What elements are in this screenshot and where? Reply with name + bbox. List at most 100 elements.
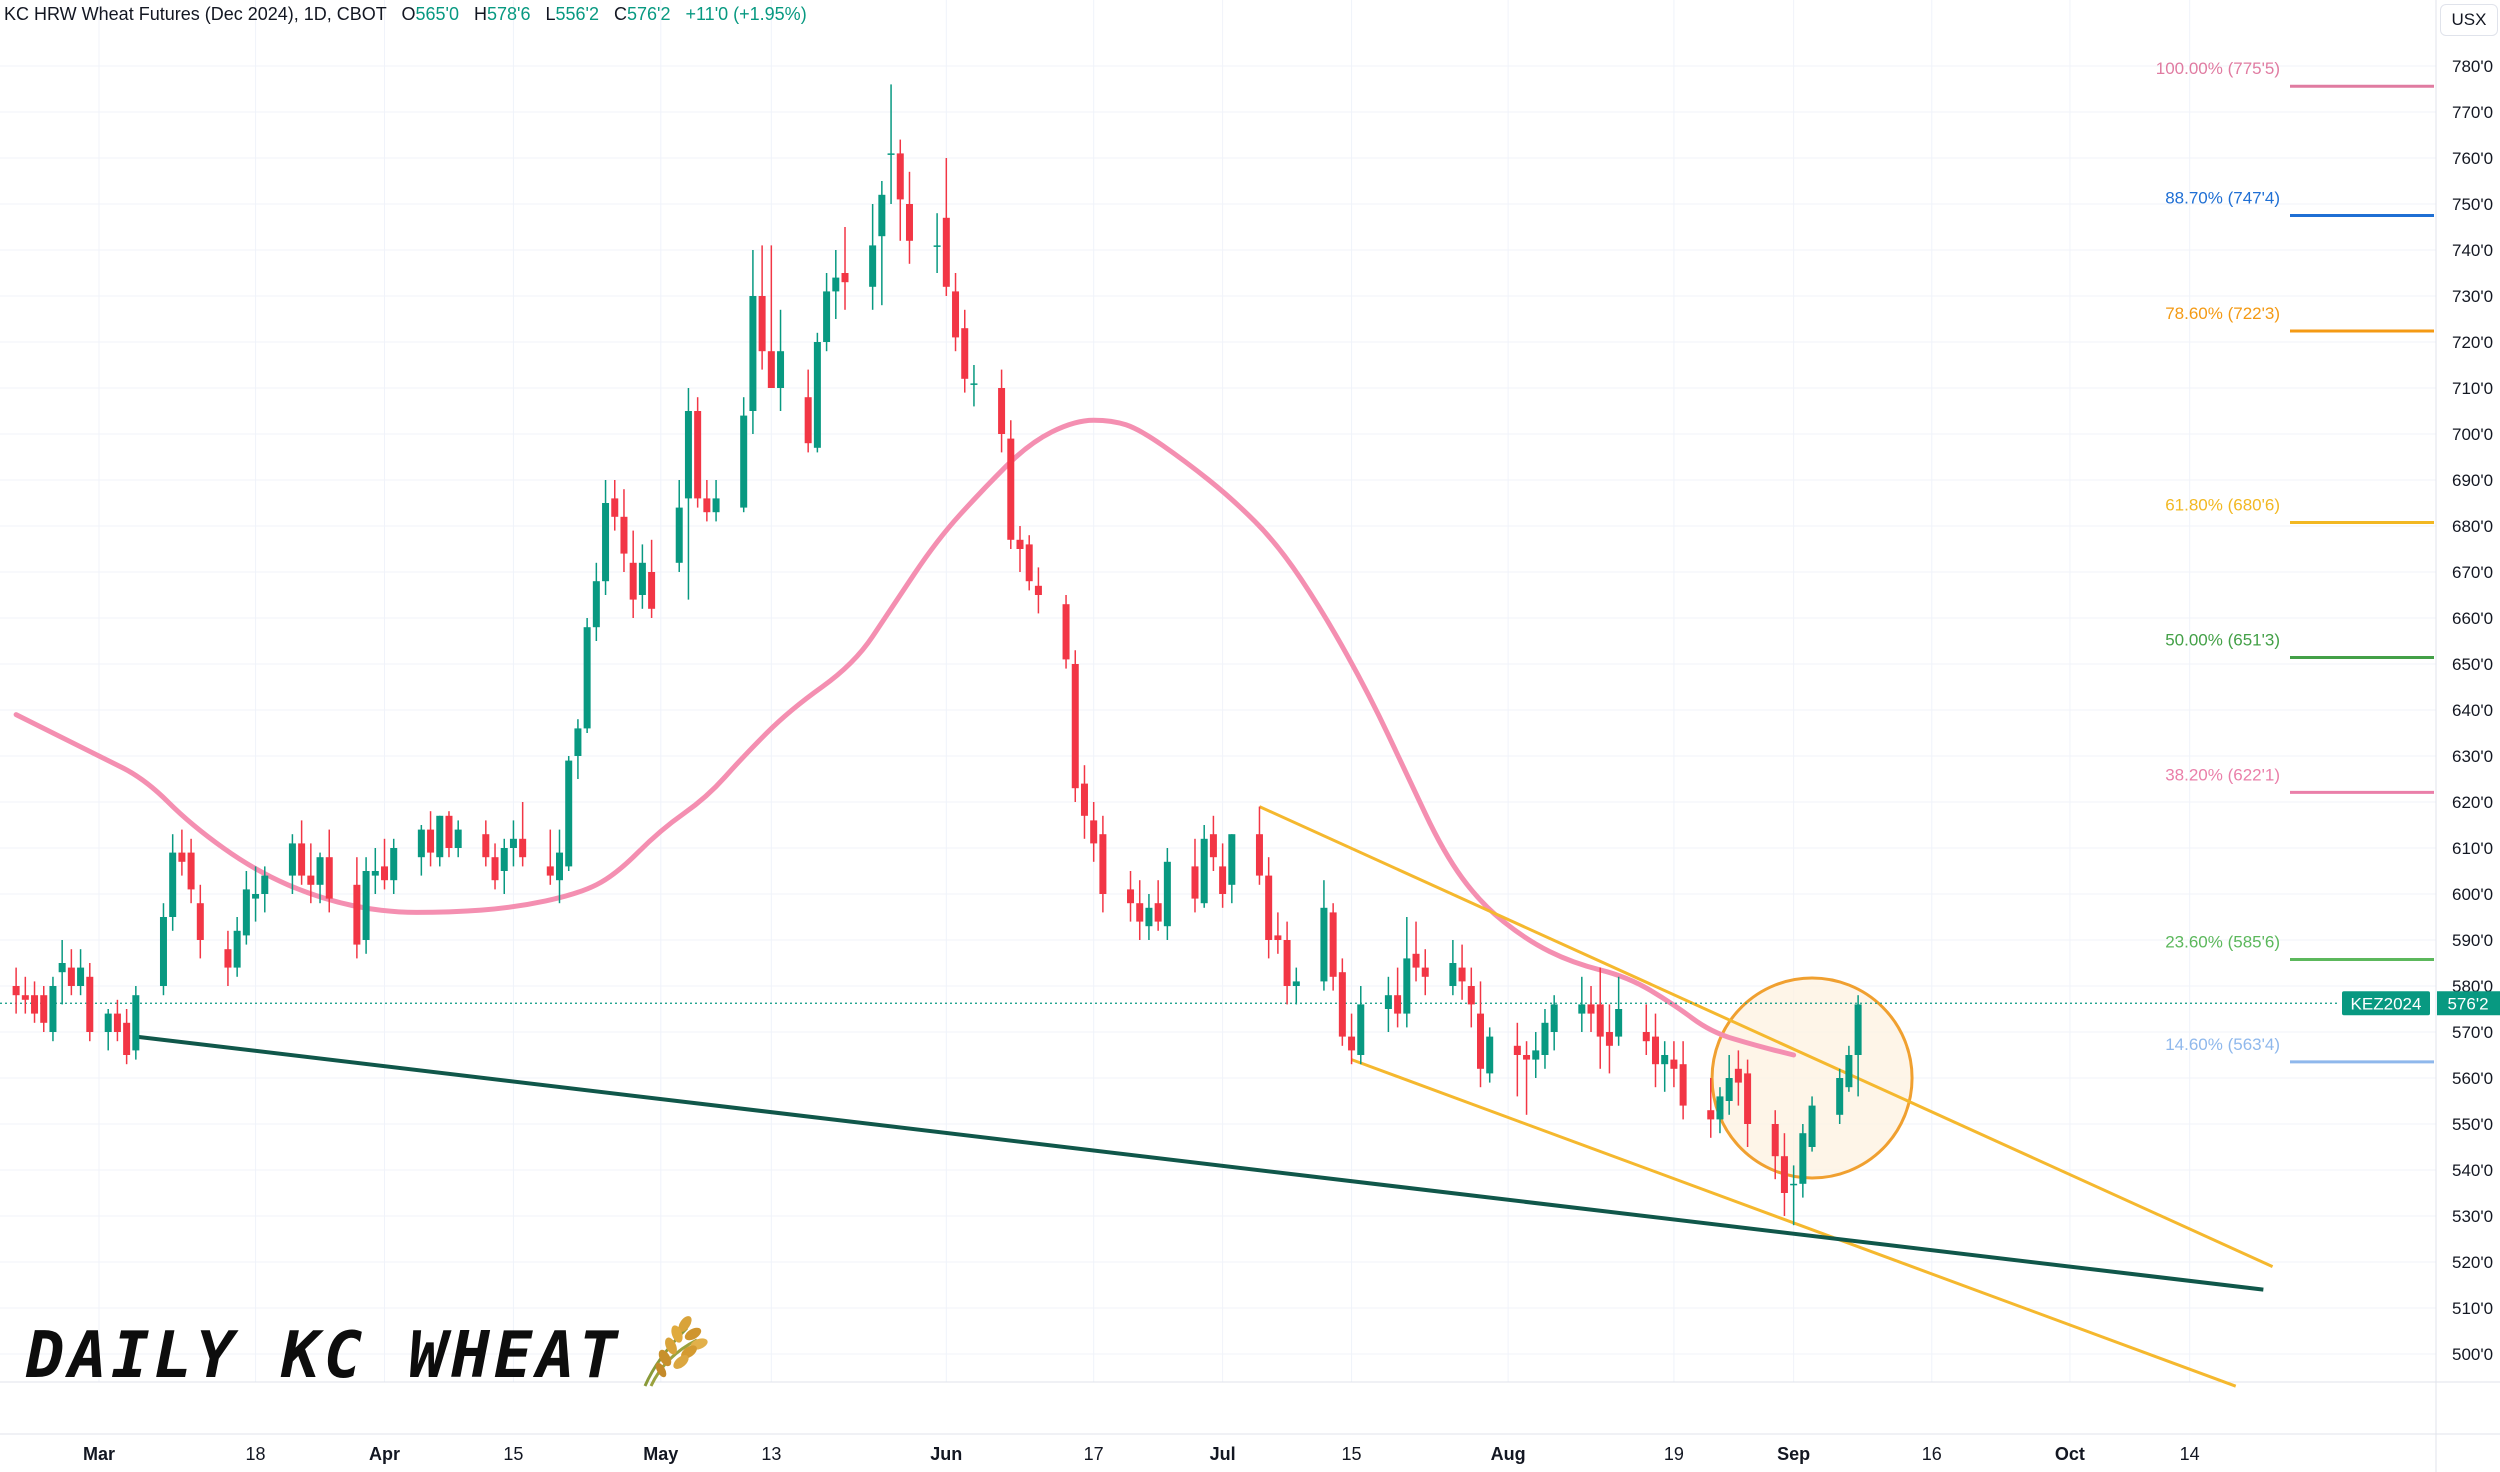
candle-body[interactable] [307, 875, 315, 885]
candle-body[interactable] [712, 498, 720, 513]
candle-body[interactable] [1034, 585, 1042, 595]
candle-body[interactable] [1154, 903, 1162, 922]
candle-body[interactable] [1541, 1022, 1549, 1055]
candle-body[interactable] [1071, 664, 1079, 789]
candle-body[interactable] [1384, 995, 1392, 1009]
candle-body[interactable] [445, 815, 453, 848]
candle-body[interactable] [1780, 1156, 1788, 1193]
candle-body[interactable] [500, 848, 508, 871]
candle-body[interactable] [804, 397, 812, 444]
candle-body[interactable] [813, 342, 821, 448]
candle-body[interactable] [104, 1013, 112, 1032]
candle-body[interactable] [381, 866, 389, 881]
trendline-channel-upper[interactable] [1258, 805, 2274, 1268]
candle-body[interactable] [1661, 1055, 1669, 1065]
candle-body[interactable] [31, 995, 39, 1014]
candle-body[interactable] [1605, 1032, 1613, 1046]
candle-body[interactable] [1836, 1078, 1844, 1115]
candle-body[interactable] [694, 411, 702, 499]
candle-body[interactable] [620, 516, 628, 554]
candle-body[interactable] [1200, 838, 1208, 904]
candle-body[interactable] [1394, 995, 1402, 1014]
candle-body[interactable] [1596, 1004, 1604, 1037]
candle-body[interactable] [1808, 1105, 1816, 1147]
candle-body[interactable] [592, 581, 600, 628]
candle-body[interactable] [1320, 907, 1328, 982]
candle-body[interactable] [1191, 866, 1199, 899]
candle-body[interactable] [1145, 907, 1153, 927]
candle-body[interactable] [1292, 981, 1300, 986]
candle-body[interactable] [832, 277, 840, 292]
candle-body[interactable] [242, 889, 250, 936]
candle-body[interactable] [574, 728, 582, 756]
candle-body[interactable] [684, 411, 692, 499]
candle-body[interactable] [1080, 783, 1088, 816]
candle-body[interactable] [998, 388, 1006, 434]
candle-body[interactable] [417, 829, 425, 858]
candle-body[interactable] [252, 894, 260, 899]
candle-body[interactable] [58, 963, 66, 973]
candle-body[interactable] [546, 866, 554, 876]
candle-body[interactable] [565, 760, 573, 867]
candle-body[interactable] [1799, 1133, 1807, 1184]
candle-body[interactable] [1744, 1073, 1752, 1124]
candle-body[interactable] [887, 153, 895, 155]
candle-body[interactable] [942, 217, 950, 287]
candle-body[interactable] [758, 296, 766, 352]
candle-body[interactable] [325, 857, 333, 899]
candle-body[interactable] [224, 949, 232, 968]
candle-body[interactable] [777, 351, 785, 388]
candle-body[interactable] [1127, 889, 1135, 904]
candle-body[interactable] [1016, 539, 1024, 549]
candle-body[interactable] [961, 328, 969, 379]
candle-body[interactable] [519, 838, 527, 858]
candle-body[interactable] [648, 572, 656, 609]
candle-body[interactable] [749, 296, 757, 411]
candle-body[interactable] [1255, 834, 1263, 876]
candle-body[interactable] [178, 852, 186, 862]
candle-body[interactable] [1578, 1004, 1586, 1014]
candle-body[interactable] [638, 562, 646, 595]
candle-body[interactable] [896, 153, 904, 200]
candle-body[interactable] [1357, 1004, 1365, 1055]
candle-body[interactable] [1477, 1013, 1484, 1069]
candle-body[interactable] [905, 204, 913, 241]
candle-body[interactable] [841, 273, 849, 283]
candle-body[interactable] [767, 351, 775, 388]
candle-body[interactable] [1670, 1059, 1678, 1069]
candle-body[interactable] [1486, 1036, 1494, 1074]
candle-body[interactable] [1228, 834, 1236, 885]
candle-body[interactable] [132, 995, 140, 1051]
candle-body[interactable] [1532, 1050, 1540, 1060]
candle-body[interactable] [703, 498, 711, 513]
candle-body[interactable] [1651, 1036, 1659, 1065]
candle-body[interactable] [1338, 972, 1346, 1037]
candle-body[interactable] [602, 503, 610, 582]
candle-body[interactable] [1642, 1032, 1650, 1042]
candle-body[interactable] [371, 871, 379, 876]
candle-body[interactable] [1725, 1078, 1733, 1101]
candle-body[interactable] [1854, 1004, 1862, 1055]
candle-body[interactable] [21, 995, 29, 1000]
candle-body[interactable] [740, 415, 748, 508]
currency-unit-button[interactable]: USX [2440, 4, 2498, 36]
candle-body[interactable] [1274, 935, 1282, 940]
candle-body[interactable] [436, 815, 444, 858]
candle-body[interactable] [509, 838, 517, 848]
candle-body[interactable] [1734, 1068, 1742, 1083]
candle-body[interactable] [952, 291, 960, 338]
candle-body[interactable] [583, 627, 591, 729]
candle-body[interactable] [353, 884, 361, 945]
candle-body[interactable] [123, 1022, 131, 1055]
candle-body[interactable] [1449, 963, 1457, 986]
candle-body[interactable] [1707, 1110, 1715, 1120]
candle-body[interactable] [1421, 967, 1429, 977]
candle-body[interactable] [390, 848, 398, 881]
moving-average-line[interactable] [13, 417, 1797, 1058]
candle-body[interactable] [1790, 1183, 1798, 1186]
candle-body[interactable] [629, 562, 637, 600]
candle-body[interactable] [233, 930, 241, 968]
candle-body[interactable] [1007, 438, 1015, 540]
candle-body[interactable] [1062, 604, 1070, 660]
